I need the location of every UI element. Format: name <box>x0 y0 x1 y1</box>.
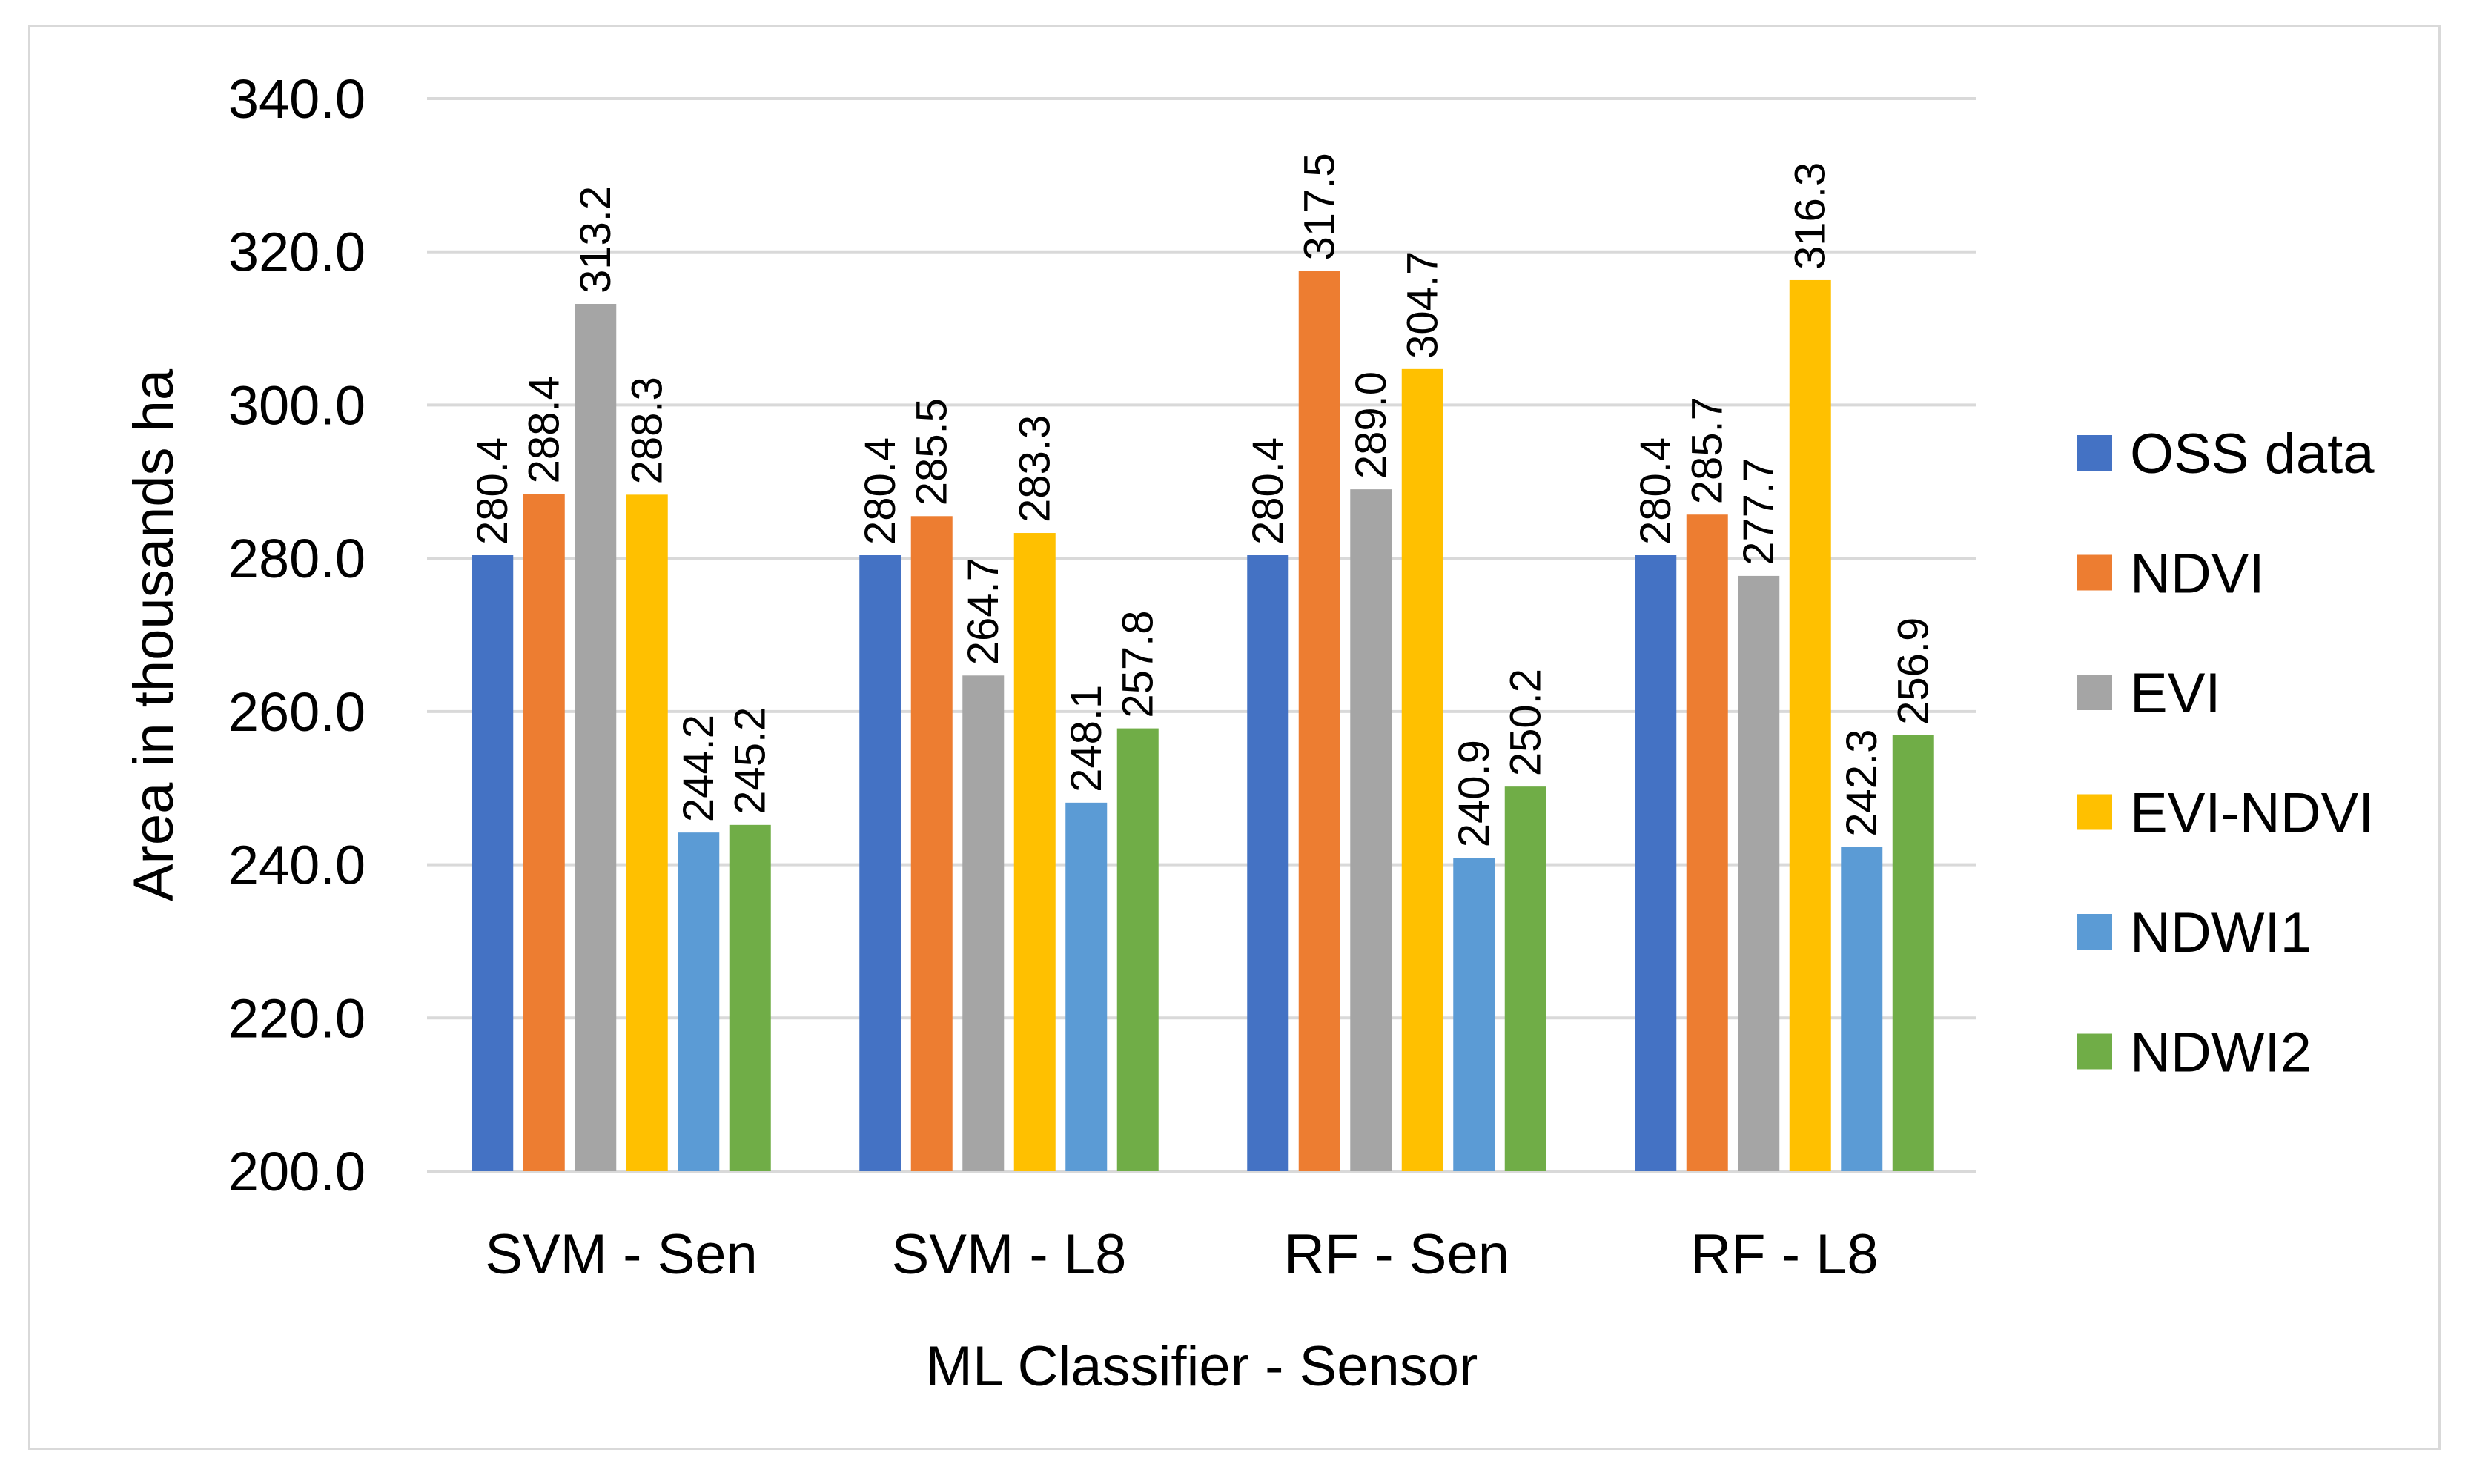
data-label: 248.1 <box>1062 685 1111 792</box>
bar-evi-ndvi <box>1789 279 1831 1171</box>
data-label: 280.4 <box>1244 437 1292 545</box>
data-label: 257.8 <box>1114 610 1162 718</box>
y-tick-label: 340.0 <box>228 68 365 130</box>
bar-evi <box>962 675 1005 1171</box>
legend-swatch <box>2077 914 2112 950</box>
bar-evi <box>575 303 617 1172</box>
bar-evi <box>1738 575 1780 1171</box>
legend-swatch <box>2077 1033 2112 1070</box>
data-label: 256.9 <box>1890 617 1938 725</box>
y-tick-label: 320.0 <box>228 222 365 283</box>
bar-ndwi1 <box>678 832 720 1171</box>
data-label: 245.2 <box>727 707 775 815</box>
legend-label: NDVI <box>2130 543 2265 606</box>
x-category-label: SVM - Sen <box>485 1223 757 1286</box>
bar-ndvi <box>910 516 953 1171</box>
y-tick-label: 260.0 <box>228 681 365 743</box>
x-axis-categories: SVM - Sen SVM - L8 RF - Sen RF - L8 <box>485 1223 1878 1286</box>
data-label: 280.4 <box>856 437 904 545</box>
x-category-label: RF - L8 <box>1690 1223 1878 1286</box>
data-label: 250.2 <box>1502 669 1550 776</box>
bar-ndwi2 <box>1892 735 1934 1171</box>
data-label: 264.7 <box>959 557 1008 665</box>
bar-evi-ndvi <box>1401 368 1443 1171</box>
y-tick-label: 220.0 <box>228 987 365 1049</box>
legend-label: NDWI2 <box>2130 1021 2312 1084</box>
bar-ndwi1 <box>1841 847 1883 1171</box>
data-label: 240.9 <box>1450 740 1498 847</box>
bar-oss-data <box>859 555 901 1171</box>
data-label: 285.7 <box>1684 397 1732 504</box>
y-tick-label: 240.0 <box>228 835 365 896</box>
x-category-label: SVM - L8 <box>892 1223 1127 1286</box>
bar-ndvi <box>1686 514 1728 1171</box>
bar-ndvi <box>523 494 565 1171</box>
data-label: 289.0 <box>1347 371 1395 479</box>
legend-swatch <box>2077 435 2112 471</box>
data-label: 288.4 <box>520 376 569 483</box>
data-label: 242.3 <box>1838 729 1886 837</box>
x-axis-title: ML Classifier - Sensor <box>926 1335 1478 1398</box>
bar-ndvi <box>1298 271 1340 1171</box>
data-label: 283.3 <box>1011 415 1059 523</box>
data-label: 313.2 <box>572 186 620 294</box>
y-tick-label: 280.0 <box>228 528 365 589</box>
y-tick-label: 200.0 <box>228 1141 365 1202</box>
data-label: 280.4 <box>469 437 517 545</box>
legend-swatch <box>2077 675 2112 710</box>
legend-swatch <box>2077 554 2112 591</box>
bar-evi <box>1350 489 1392 1171</box>
bar-oss-data <box>1635 555 1677 1171</box>
legend-label: EVI <box>2130 662 2221 725</box>
x-category-label: RF - Sen <box>1284 1223 1509 1286</box>
chart-frame: 200.0 220.0 240.0 260.0 280.0 300.0 320.0 340.0… <box>28 25 2441 1450</box>
bar-oss-data <box>472 555 514 1171</box>
bar-ndwi1 <box>1453 858 1495 1171</box>
legend: OSS data NDVI EVI EVI-NDVI NDWI1 NDWI2 <box>2077 423 2375 1084</box>
bar-chart: 200.0 220.0 240.0 260.0 280.0 300.0 320.0 340.0… <box>122 68 2375 1398</box>
y-tick-label: 300.0 <box>228 374 365 436</box>
data-label: 288.3 <box>623 377 672 484</box>
data-label: 244.2 <box>675 715 723 822</box>
data-label: 304.7 <box>1399 251 1447 359</box>
bars <box>472 271 1934 1172</box>
bar-ndwi1 <box>1065 802 1108 1171</box>
bar-ndwi2 <box>729 824 771 1171</box>
data-label: 280.4 <box>1632 437 1680 545</box>
y-axis-title: Area in thousands ha <box>122 368 185 901</box>
data-label: 285.5 <box>908 398 956 506</box>
legend-swatch <box>2077 794 2112 830</box>
bar-oss-data <box>1247 555 1289 1171</box>
legend-label: OSS data <box>2130 423 2375 486</box>
data-label: 277.7 <box>1735 458 1783 566</box>
y-axis-ticks: 200.0 220.0 240.0 260.0 280.0 300.0 320.0 340.0 <box>228 68 365 1202</box>
legend-label: NDWI1 <box>2130 901 2312 964</box>
legend-label: EVI-NDVI <box>2130 782 2374 845</box>
data-label: 317.5 <box>1296 153 1344 260</box>
bar-ndwi2 <box>1116 728 1159 1171</box>
bar-evi-ndvi <box>626 494 668 1171</box>
data-label: 316.3 <box>1787 162 1835 270</box>
bar-evi-ndvi <box>1013 533 1056 1171</box>
bar-ndwi2 <box>1504 786 1546 1171</box>
